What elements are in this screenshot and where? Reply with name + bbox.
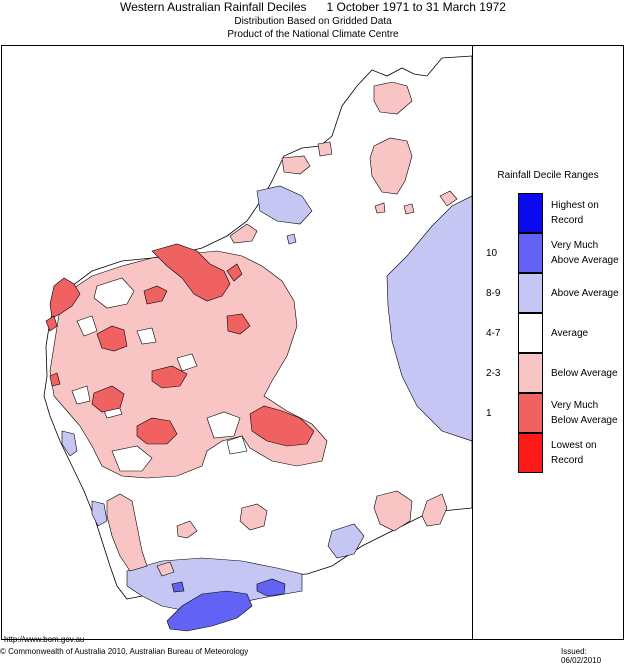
very-much-above-average-regions	[166, 578, 286, 632]
footer-url[interactable]: http://www.bom.gov.au	[4, 635, 85, 644]
average-islands	[71, 277, 248, 472]
legend-swatch-average	[518, 313, 543, 353]
legend-decile-10: 10	[486, 248, 498, 259]
legend-decile-8-9: 8-9	[486, 288, 501, 299]
footer-issued-date: Issued: 06/02/2010	[561, 647, 602, 665]
map-subtitle-distribution: Distribution Based on Gridded Data	[234, 16, 392, 27]
legend-decile-2-3: 2-3	[486, 368, 501, 379]
above-average-regions	[61, 185, 472, 612]
legend-swatch-very-much-below	[518, 393, 543, 433]
legend-label-below: Below Average	[551, 368, 618, 379]
map-frame	[1, 45, 624, 640]
legend-label-average: Average	[551, 328, 589, 339]
legend-label-lowest: Lowest on Record	[551, 440, 597, 466]
legend-label-very-much-above: Very Much Above Average	[551, 240, 619, 266]
legend-label-above: Above Average	[551, 288, 619, 299]
map-title: Western Australian Rainfall Deciles 1 Oc…	[120, 0, 506, 14]
legend-title: Rainfall Decile Ranges	[497, 170, 599, 181]
footer-copyright: © Commonwealth of Australia 2010, Austra…	[0, 647, 249, 656]
legend-swatch-above	[518, 273, 543, 313]
legend-swatch-very-much-above	[518, 233, 543, 273]
wa-rainfall-map	[43, 55, 472, 632]
legend-label-highest: Highest on Record	[551, 200, 599, 226]
legend-divider	[472, 45, 473, 640]
map-subtitle-product: Product of the National Climate Centre	[227, 29, 399, 40]
legend-label-very-much-below: Very Much Below Average	[551, 400, 618, 426]
very-much-below-average-regions	[45, 243, 315, 447]
legend-decile-4-7: 4-7	[486, 328, 501, 339]
legend-swatch-highest	[518, 193, 543, 233]
legend-swatch-below	[518, 353, 543, 393]
legend-decile-1: 1	[486, 408, 492, 419]
legend-swatch-lowest	[518, 433, 543, 473]
